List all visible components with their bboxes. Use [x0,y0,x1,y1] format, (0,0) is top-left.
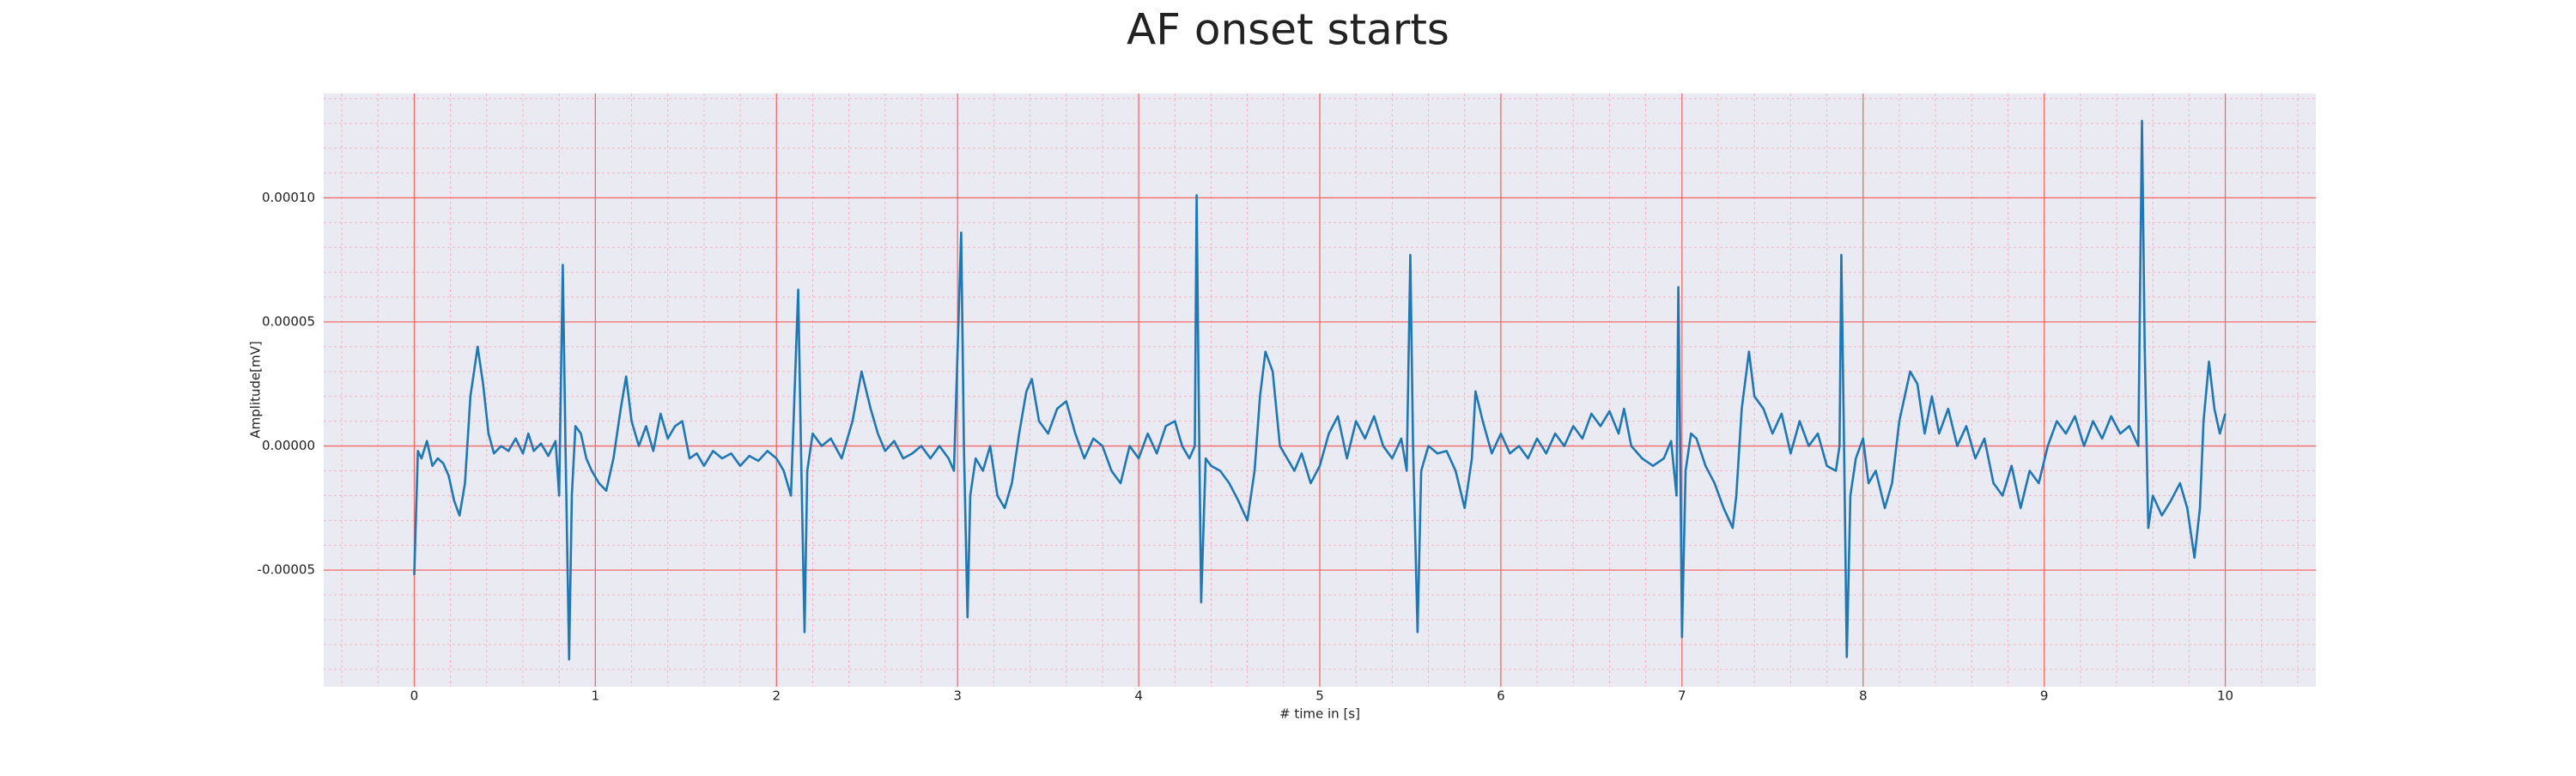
x-tick-label: 5 [1315,688,1324,704]
x-tick-label: 4 [1134,688,1143,704]
y-tick-label: -0.00005 [258,562,315,578]
chart-title: AF onset starts [1127,5,1449,55]
marks [413,119,2227,661]
y-axis-label: Amplitude[mV] [248,341,264,438]
y-tick-label: 0.00005 [262,313,315,329]
x-tick-label: 1 [592,688,600,704]
x-tick-label: 7 [1678,688,1686,704]
x-tick-label: 3 [953,688,962,704]
x-tick-label: 0 [410,688,419,704]
x-tick-label: 10 [2217,688,2233,704]
grid [324,94,2316,687]
x-tick-label: 6 [1497,688,1505,704]
y-tick-label: 0.00000 [262,438,315,453]
x-axis-label: # time in [s] [1279,706,1360,722]
series-line [413,119,2227,661]
y-tick-label: 0.00010 [262,190,315,205]
x-tick-label: 2 [772,688,781,704]
x-tick-label: 9 [2040,688,2049,704]
x-tick-label: 8 [1859,688,1868,704]
